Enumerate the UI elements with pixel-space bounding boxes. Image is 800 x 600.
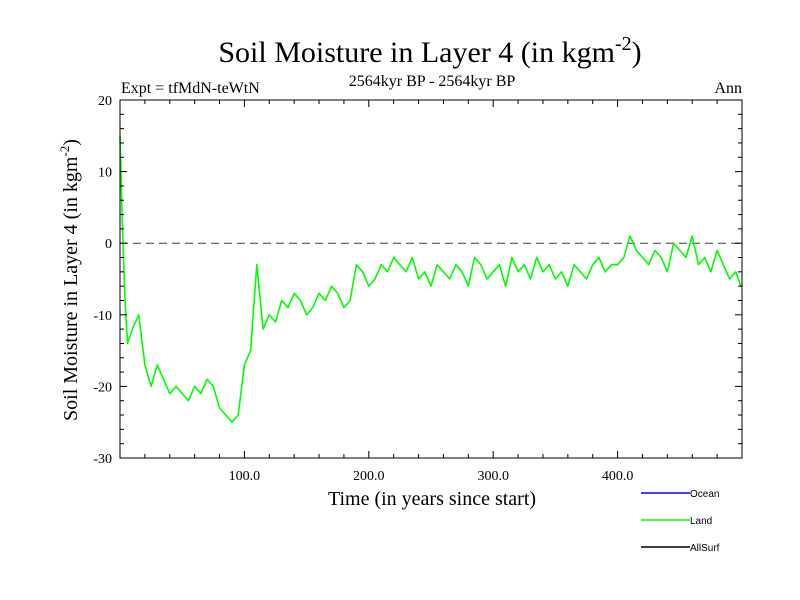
tick-layer: -30 -20 -10 0 10 20 100.0 200.0 300.0 400.0 xyxy=(93,94,742,484)
chart-title-sup: -2 xyxy=(615,33,632,55)
legend: Ocean Land AllSurf xyxy=(641,489,720,554)
series-layer xyxy=(119,135,742,424)
subtitle-right: Ann xyxy=(714,80,742,97)
x-tick-label: 100.0 xyxy=(229,469,261,484)
y-axis-label-text: Soil Moisture in Layer 4 (in kgm xyxy=(60,156,82,421)
legend-label-land: Land xyxy=(690,516,712,527)
x-tick-label: 200.0 xyxy=(353,469,385,484)
subtitle-center: 2564kyr BP - 2564kyr BP xyxy=(349,73,516,90)
x-tick-label: 400.0 xyxy=(602,469,634,484)
chart-title: Soil Moisture in Layer 4 (in kgm-2) xyxy=(218,33,641,69)
subtitle-left: Expt = tfMdN-teWtN xyxy=(121,80,260,97)
x-tick-label: 300.0 xyxy=(477,469,509,484)
y-axis-label-sup: -2 xyxy=(57,146,72,157)
y-tick-label: 20 xyxy=(98,94,112,109)
chart-title-text: Soil Moisture in Layer 4 (in kgm xyxy=(218,36,615,69)
x-axis-label: Time (in years since start) xyxy=(328,488,536,510)
y-tick-label: 10 xyxy=(98,166,112,181)
series-line-land xyxy=(119,135,742,424)
y-tick-label: -30 xyxy=(93,452,112,467)
y-axis-label-close: ) xyxy=(60,139,82,146)
y-tick-label: -20 xyxy=(93,380,112,395)
y-tick-label: -10 xyxy=(93,309,112,324)
y-axis-label: Soil Moisture in Layer 4 (in kgm-2) xyxy=(57,139,82,421)
plot-frame xyxy=(119,99,743,459)
y-tick-label: 0 xyxy=(105,237,112,252)
legend-label-ocean: Ocean xyxy=(690,489,719,500)
chart-title-close: ) xyxy=(632,36,642,69)
legend-label-allsurf: AllSurf xyxy=(690,543,720,554)
